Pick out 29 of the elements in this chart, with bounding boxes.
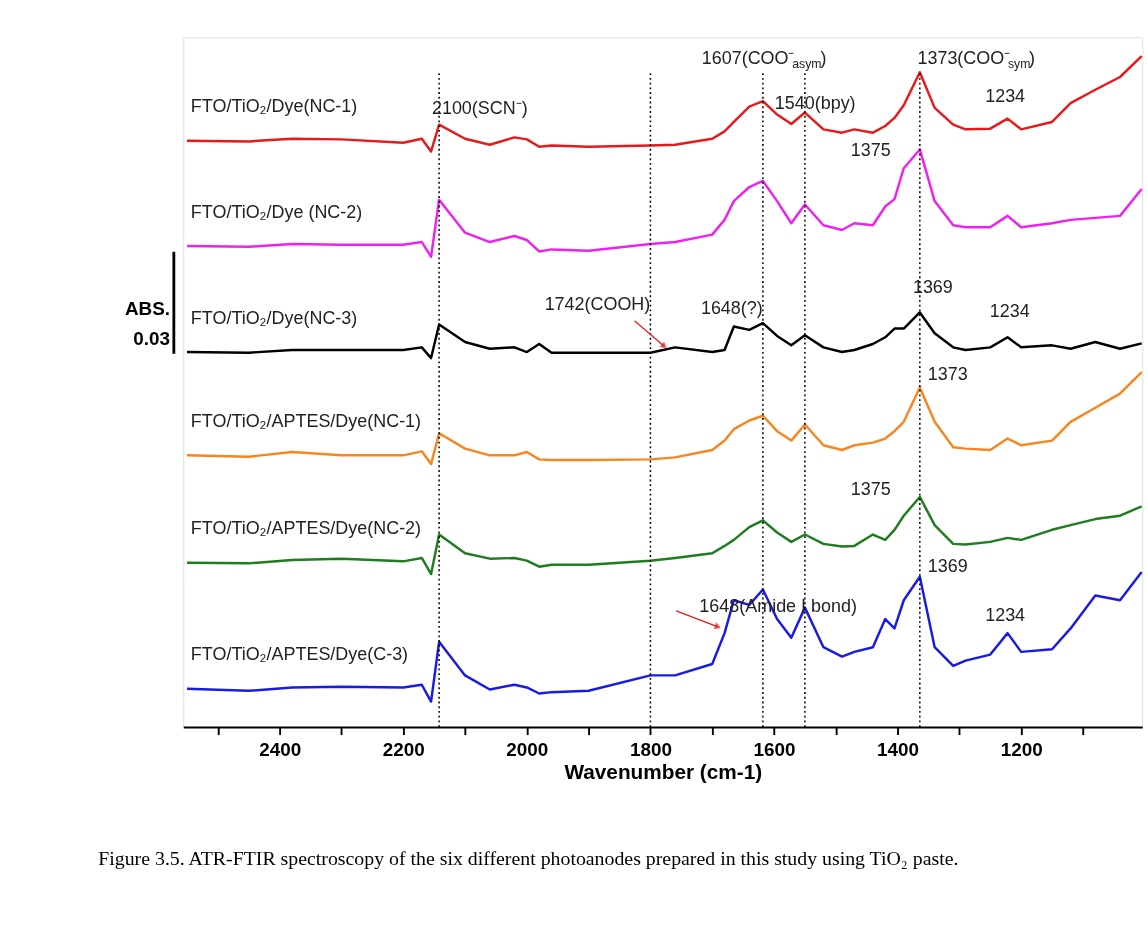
annotation: 1540(bpy) <box>774 93 856 114</box>
annotation: 1742(COOH) <box>544 294 651 315</box>
x-tick-label: 1200 <box>1000 738 1043 760</box>
annotation: 1234 <box>985 605 1026 626</box>
x-tick-label: 1600 <box>753 738 796 760</box>
series-label: FTO/TiO₂/APTES/Dye(C-3) <box>190 644 409 665</box>
annotation: 1375 <box>850 140 891 161</box>
x-tick-label: 2200 <box>382 738 425 760</box>
annotation: 1369 <box>912 277 953 298</box>
x-axis-title: Wavenumber (cm-1) <box>564 760 763 784</box>
annotation: 1648(?) <box>700 298 763 319</box>
annotation: 1375 <box>850 478 891 499</box>
x-tick-label: 2000 <box>506 738 549 760</box>
x-tick-label: 1800 <box>629 738 672 760</box>
text: ABS. <box>124 298 171 320</box>
series-label: FTO/TiO₂/APTES/Dye(NC-1) <box>190 411 422 432</box>
annotation: 1234 <box>985 85 1026 106</box>
series-label: FTO/TiO₂/Dye(NC-3) <box>190 307 358 328</box>
text: 0.03 <box>133 328 171 350</box>
series-label: FTO/TiO₂/Dye(NC-1) <box>190 96 358 117</box>
annotation: 2100(SCN⁻) <box>431 97 528 118</box>
series-label: FTO/TiO₂/APTES/Dye(NC-2) <box>190 518 422 539</box>
annotation: 1373 <box>927 364 968 385</box>
x-tick-label: 1400 <box>877 738 920 760</box>
annotation: 1369 <box>927 556 968 577</box>
caption: Figure 3.5. ATR-FTIR spectroscopy of the six different photoanodes prepared in this study using TiO₂ paste. <box>98 846 959 869</box>
annotation: 1234 <box>989 300 1030 321</box>
series-label: FTO/TiO₂/Dye (NC-2) <box>190 201 363 222</box>
x-tick-label: 2400 <box>259 738 302 760</box>
